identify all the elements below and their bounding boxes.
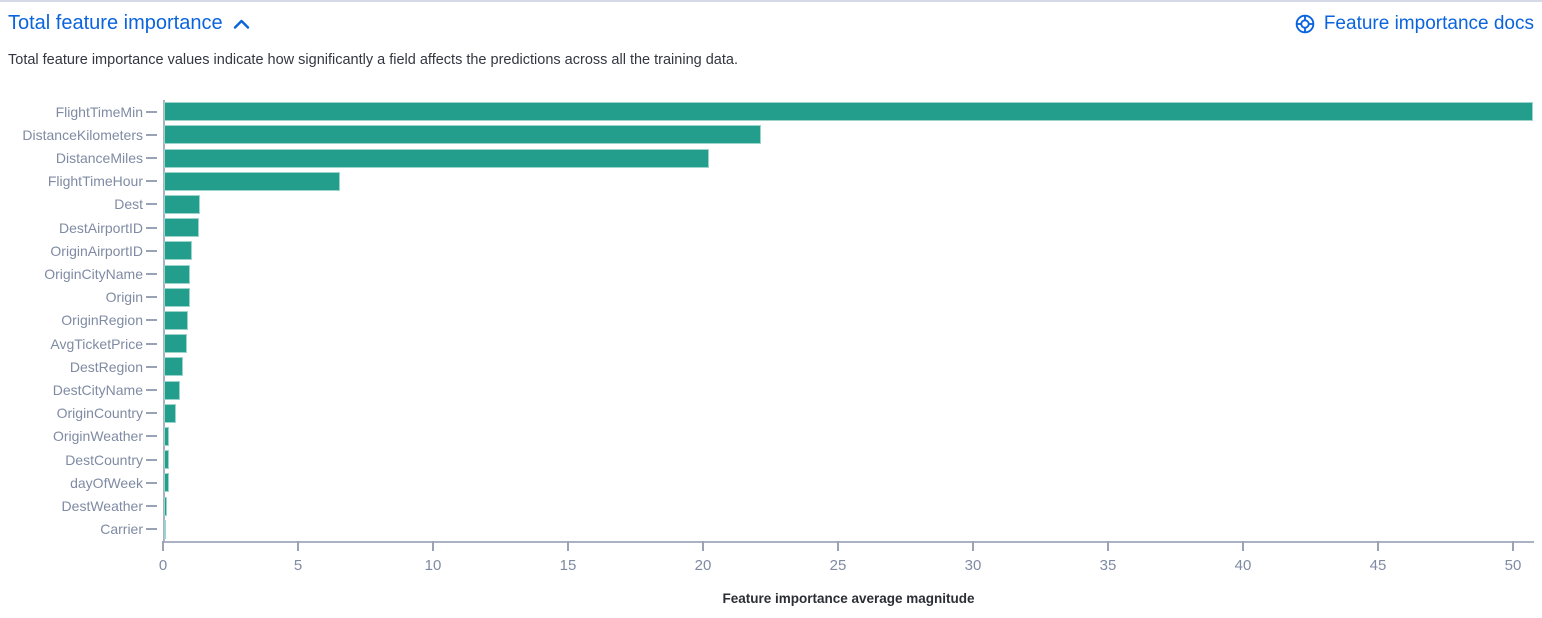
y-tick-mark [146, 342, 157, 345]
bar-Carrier[interactable] [164, 519, 166, 539]
y-axis-label: DestCityName [52, 382, 143, 398]
x-tick-mark [162, 541, 164, 551]
bar-DistanceMiles[interactable] [164, 148, 710, 168]
help-docs-icon [1294, 13, 1316, 35]
bar-OriginAirportID[interactable] [164, 241, 193, 261]
bar-OriginCityName[interactable] [164, 264, 190, 284]
y-tick-mark [146, 157, 157, 159]
bar-AvgTicketPrice[interactable] [164, 334, 187, 354]
panel-top-border [0, 0, 1542, 2]
y-axis-label: DistanceKilometers [22, 126, 143, 143]
bar-Dest[interactable] [164, 194, 201, 214]
y-tick-mark [146, 365, 157, 368]
y-tick-mark [146, 528, 157, 531]
x-tick-mark [837, 541, 839, 551]
y-axis-label: OriginWeather [52, 428, 143, 445]
x-tick-label: 50 [1504, 557, 1522, 574]
x-tick-label: 25 [829, 557, 847, 574]
y-tick-mark [146, 296, 157, 299]
y-axis-label: dayOfWeek [70, 474, 143, 491]
y-axis-label: AvgTicketPrice [50, 335, 143, 352]
section-description: Total feature importance values indicate… [8, 52, 738, 68]
y-axis-label: OriginRegion [61, 312, 143, 329]
bar-dayOfWeek[interactable] [164, 473, 169, 493]
chevron-up-icon [233, 18, 250, 30]
bar-DestWeather[interactable] [164, 496, 168, 516]
x-tick-mark [972, 541, 974, 551]
y-tick-mark [146, 203, 157, 206]
bar-FlightTimeHour[interactable] [164, 171, 340, 191]
y-axis-label: Dest [114, 196, 143, 213]
feature-importance-chart: FlightTimeMin DistanceKilometers DistanceM… [0, 100, 1542, 618]
x-tick-label: 30 [964, 557, 982, 574]
bar-DestRegion[interactable] [164, 357, 183, 377]
x-tick-label: 5 [293, 557, 303, 574]
x-tick-mark [1377, 541, 1379, 551]
y-axis-label: FlightTimeMin [55, 103, 143, 120]
y-axis-label: OriginAirportID [50, 242, 143, 259]
x-tick-mark [1107, 541, 1109, 551]
bar-DestCityName[interactable] [164, 380, 181, 400]
y-tick-mark [146, 389, 157, 391]
bar-Origin[interactable] [164, 287, 190, 307]
x-tick-mark [297, 541, 299, 551]
y-tick-mark [146, 226, 157, 229]
bar-OriginCountry[interactable] [164, 403, 177, 423]
x-axis-title: Feature importance average magnitude [722, 591, 975, 606]
y-axis-label: DestWeather [61, 498, 143, 514]
x-tick-label: 35 [1099, 557, 1117, 574]
y-axis-label: FlightTimeHour [47, 173, 143, 190]
y-axis-label: DestAirportID [58, 219, 143, 236]
bar-DistanceKilometers[interactable] [164, 125, 761, 145]
x-tick-mark [1242, 541, 1244, 551]
docs-link-label: Feature importance docs [1323, 12, 1534, 34]
x-tick-mark [702, 541, 704, 551]
x-tick-label: 15 [559, 557, 577, 574]
bar-FlightTimeMin[interactable] [164, 102, 1533, 122]
y-axis-label: DestRegion [69, 358, 143, 375]
y-tick-mark [146, 435, 157, 438]
x-tick-label: 20 [694, 557, 712, 574]
bar-OriginWeather[interactable] [164, 426, 170, 446]
y-axis-label: Origin [105, 289, 143, 306]
section-collapse-toggle[interactable]: Total feature importance [8, 12, 250, 35]
y-tick-mark [146, 180, 157, 183]
x-tick-label: 40 [1234, 557, 1252, 574]
bar-DestCountry[interactable] [164, 450, 169, 470]
x-tick-label: 10 [424, 557, 442, 574]
y-axis-label: DistanceMiles [55, 150, 143, 166]
y-tick-mark [146, 133, 157, 136]
x-axis-line [163, 541, 1534, 543]
y-tick-mark [146, 458, 157, 461]
y-tick-mark [146, 412, 157, 415]
y-axis-label: DestCountry [65, 451, 143, 468]
y-tick-mark [146, 481, 157, 484]
feature-importance-docs-link[interactable]: Feature importance docs [1294, 13, 1534, 35]
y-tick-mark [146, 273, 157, 275]
y-tick-mark [146, 505, 157, 507]
y-axis-line [163, 100, 165, 541]
y-tick-mark [146, 110, 157, 113]
x-tick-mark [567, 541, 569, 551]
bar-DestAirportID[interactable] [164, 218, 200, 238]
section-title: Total feature importance [8, 12, 223, 34]
section-header: Total feature importance Feature importa… [8, 12, 1534, 35]
y-axis-label: Carrier [100, 521, 143, 538]
y-axis-label: OriginCityName [44, 266, 143, 282]
x-tick-label: 0 [158, 557, 168, 574]
bar-OriginRegion[interactable] [164, 310, 189, 330]
x-tick-mark [1512, 541, 1514, 551]
x-tick-mark [432, 541, 434, 551]
y-tick-mark [146, 319, 157, 322]
y-axis-label: OriginCountry [56, 405, 143, 422]
x-tick-label: 45 [1369, 557, 1387, 574]
y-tick-mark [146, 249, 157, 252]
